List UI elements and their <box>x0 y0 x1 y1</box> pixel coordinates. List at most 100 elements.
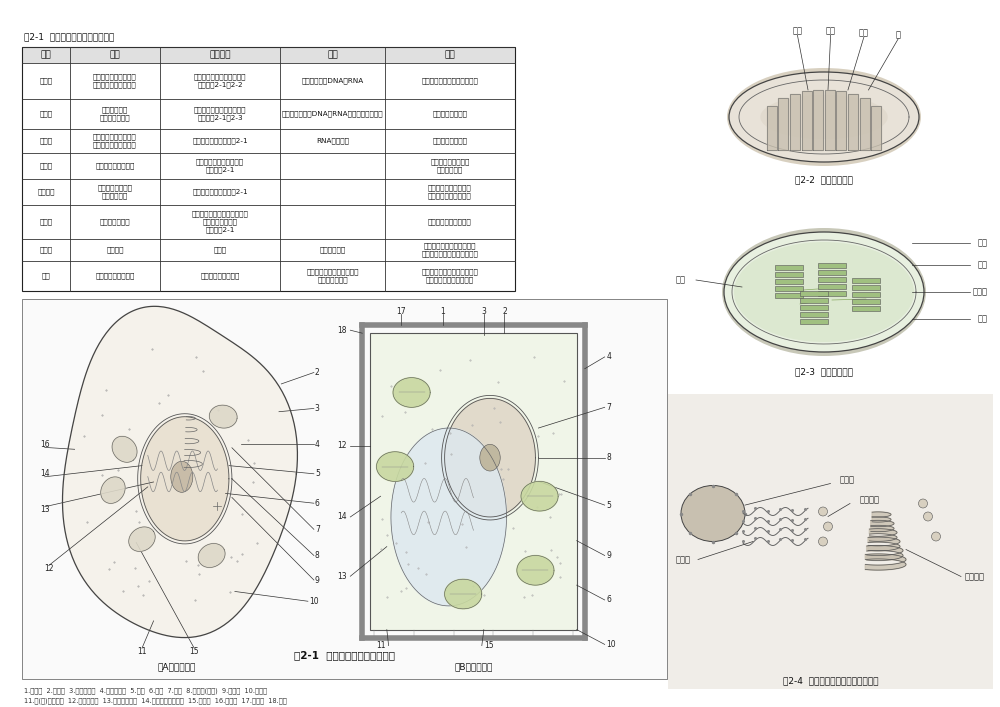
Polygon shape <box>869 529 897 542</box>
Text: 具有单层膜结构，见图2-1: 具有单层膜结构，见图2-1 <box>192 189 248 195</box>
Text: 6: 6 <box>315 498 320 508</box>
Bar <box>800 319 828 324</box>
Text: 细胞液中含糖类、无机盐、
色素、蛋白质等: 细胞液中含糖类、无机盐、 色素、蛋白质等 <box>306 269 359 284</box>
Text: 3: 3 <box>481 307 486 316</box>
Polygon shape <box>836 91 846 151</box>
Bar <box>800 291 828 296</box>
Polygon shape <box>802 91 812 151</box>
Polygon shape <box>445 579 482 609</box>
Bar <box>775 265 803 270</box>
Text: 叶绿体: 叶绿体 <box>39 111 53 117</box>
Text: 调节植物细胞内的环境，充盈
的液泡使植物细胞坚挺。: 调节植物细胞内的环境，充盈 的液泡使植物细胞坚挺。 <box>422 269 478 284</box>
Ellipse shape <box>760 95 888 139</box>
Text: 含多种水解酶: 含多种水解酶 <box>319 247 346 253</box>
Text: 单层膜连接成的网状结构
结构见图2-1: 单层膜连接成的网状结构 结构见图2-1 <box>196 159 244 173</box>
Text: 分泌小泡: 分泌小泡 <box>860 495 880 504</box>
Text: 形态结构: 形态结构 <box>209 50 231 59</box>
Text: 图2-3  叶绿体的结构: 图2-3 叶绿体的结构 <box>795 368 853 377</box>
Text: 动物和低等植物: 动物和低等植物 <box>100 218 130 226</box>
Text: 10: 10 <box>309 597 319 606</box>
Ellipse shape <box>727 68 921 166</box>
Bar <box>818 291 846 296</box>
Text: 细胞进行有氧呼吸的主要场所: 细胞进行有氧呼吸的主要场所 <box>422 78 478 84</box>
Polygon shape <box>848 93 858 151</box>
Text: 嵴: 嵴 <box>896 30 901 40</box>
Polygon shape <box>129 527 155 551</box>
Polygon shape <box>141 416 229 541</box>
Polygon shape <box>871 106 881 151</box>
Polygon shape <box>393 378 430 407</box>
Bar <box>852 306 880 311</box>
Polygon shape <box>867 546 903 561</box>
Text: 11: 11 <box>137 647 147 655</box>
Text: 12: 12 <box>44 564 53 573</box>
Ellipse shape <box>932 532 940 541</box>
Text: 色素、酶、少量DNA和RNA、蛋白质、醣类等: 色素、酶、少量DNA和RNA、蛋白质、醣类等 <box>282 111 383 117</box>
Ellipse shape <box>818 537 828 546</box>
Polygon shape <box>813 90 823 151</box>
Text: RNA、蛋白质: RNA、蛋白质 <box>316 138 349 144</box>
Text: 真核细胞分泌功能
强的细胞中多: 真核细胞分泌功能 强的细胞中多 <box>98 185 132 199</box>
Text: 对来自内质网的蛋白质
进行加工、分类和包装: 对来自内质网的蛋白质 进行加工、分类和包装 <box>428 185 472 199</box>
Text: 成分: 成分 <box>327 50 338 59</box>
Text: 内膜: 内膜 <box>978 260 988 269</box>
Bar <box>22 47 515 291</box>
Polygon shape <box>445 399 535 517</box>
Text: 18: 18 <box>338 326 347 334</box>
Polygon shape <box>377 452 414 481</box>
Ellipse shape <box>824 522 832 531</box>
Text: 中心体: 中心体 <box>39 218 53 226</box>
Bar <box>775 279 803 284</box>
Polygon shape <box>391 428 507 606</box>
Text: 高尔基体: 高尔基体 <box>965 572 985 581</box>
Text: 内质网: 内质网 <box>39 163 53 169</box>
Polygon shape <box>517 556 554 585</box>
Polygon shape <box>521 481 558 511</box>
Text: 呼吸酶；少量DNA和RNA: 呼吸酶；少量DNA和RNA <box>301 78 364 84</box>
Bar <box>818 270 846 275</box>
Bar <box>775 272 803 277</box>
Bar <box>800 305 828 310</box>
Text: 真核细胞: 真核细胞 <box>106 247 124 253</box>
Polygon shape <box>860 98 870 151</box>
Text: 图2-1  细胞的亚显微结构模式图: 图2-1 细胞的亚显微结构模式图 <box>294 650 395 660</box>
Text: 10: 10 <box>607 640 616 649</box>
Bar <box>852 292 880 297</box>
Text: 类囊体: 类囊体 <box>973 288 988 296</box>
Text: 11.光(滑)面内质网  12.粗面内质网  13.游离的核糖体  14.内质网上的核糖体  15.线粒体  16.中心体  17.叶绿体  18.液泡: 11.光(滑)面内质网 12.粗面内质网 13.游离的核糖体 14.内质网上的核… <box>24 697 287 703</box>
Text: 图2-4  分泌蛋白质的合成及分泌途径: 图2-4 分泌蛋白质的合成及分泌途径 <box>783 677 878 686</box>
Text: 9: 9 <box>315 575 320 585</box>
Text: 9: 9 <box>607 551 612 560</box>
Text: 基质: 基质 <box>676 276 686 284</box>
Text: 15: 15 <box>189 647 199 655</box>
Text: 11: 11 <box>376 641 385 650</box>
Text: 2: 2 <box>315 368 320 377</box>
Polygon shape <box>871 520 894 532</box>
Text: 名称: 名称 <box>41 50 51 59</box>
Text: 外膜: 外膜 <box>978 238 988 247</box>
Text: 14: 14 <box>40 469 50 479</box>
Ellipse shape <box>734 242 914 342</box>
Text: 13: 13 <box>40 506 50 514</box>
Text: 内质网: 内质网 <box>676 555 691 564</box>
Text: 主要存在于植物细胞: 主要存在于植物细胞 <box>95 273 135 279</box>
Ellipse shape <box>480 445 500 471</box>
Text: 合成蛋白质的场所: 合成蛋白质的场所 <box>432 138 468 144</box>
Text: 无膜的粒状小体，见图2-1: 无膜的粒状小体，见图2-1 <box>192 138 248 144</box>
Polygon shape <box>790 93 800 151</box>
Text: 内膜: 内膜 <box>826 26 836 35</box>
Text: 真核细胞中分布广泛: 真核细胞中分布广泛 <box>95 163 135 169</box>
Ellipse shape <box>729 72 919 162</box>
Bar <box>818 277 846 282</box>
Bar <box>852 278 880 283</box>
Ellipse shape <box>722 228 926 356</box>
Bar <box>22 299 667 679</box>
Text: 1: 1 <box>440 307 445 316</box>
Ellipse shape <box>171 461 193 492</box>
Text: 基粒: 基粒 <box>978 315 988 324</box>
Text: 单层膜: 单层膜 <box>213 247 227 253</box>
Ellipse shape <box>924 512 932 521</box>
Bar <box>668 394 993 689</box>
Polygon shape <box>209 405 237 428</box>
Text: 溶酶体: 溶酶体 <box>39 247 53 253</box>
